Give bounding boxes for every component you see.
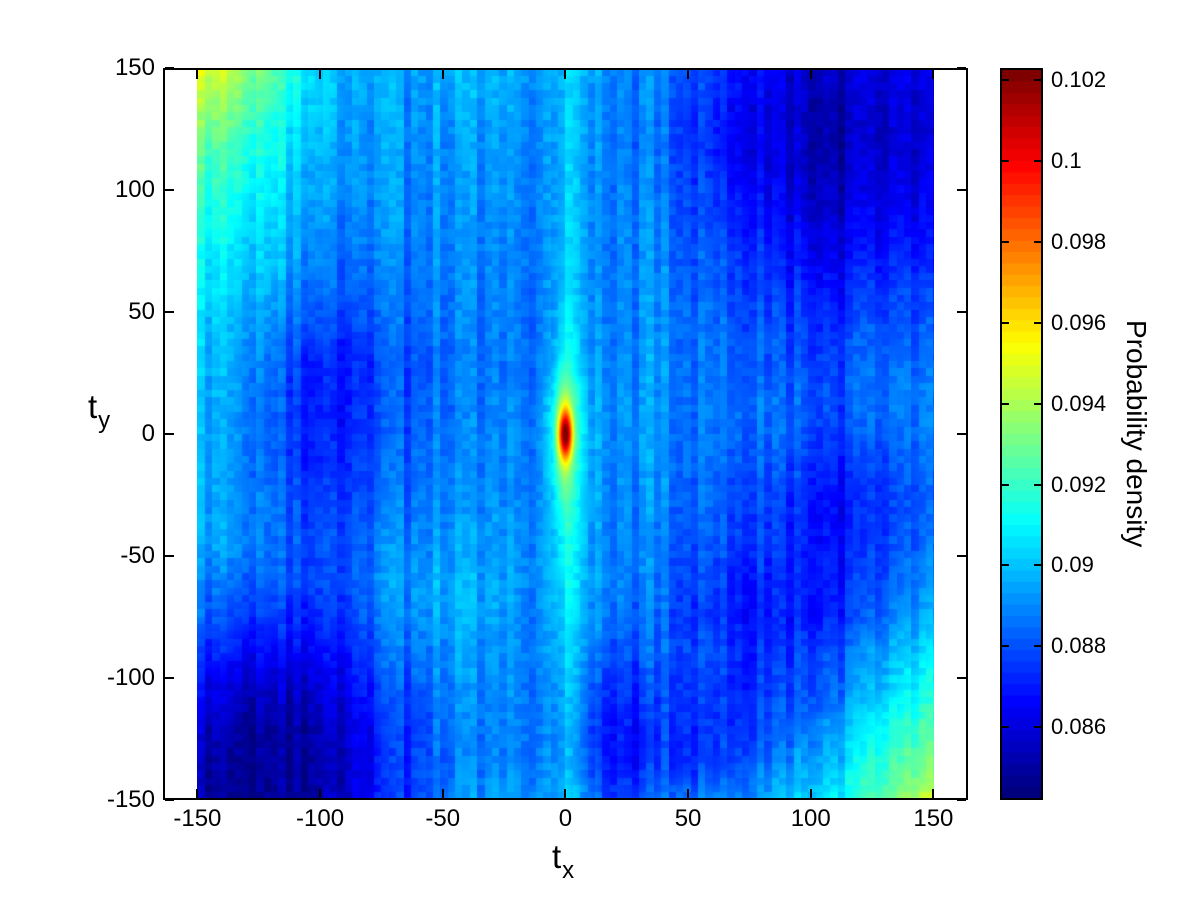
colorbar-tick <box>1002 160 1009 163</box>
colorbar-tick-right <box>1034 564 1041 567</box>
x-tick-label: 150 <box>913 805 954 832</box>
y-axis-tick-right <box>957 555 966 557</box>
colorbar-tick <box>1002 483 1009 486</box>
y-axis-tick <box>165 799 174 801</box>
x-axis-tick-top <box>441 70 444 79</box>
x-tick-label: 100 <box>790 805 831 832</box>
colorbar-tick-right <box>1034 160 1041 163</box>
x-axis-label-base: t <box>552 838 562 875</box>
colorbar-box <box>1000 68 1043 800</box>
x-axis-tick-top <box>687 70 690 79</box>
x-axis-tick-top <box>809 70 812 79</box>
colorbar-tick <box>1002 79 1009 82</box>
colorbar-tick <box>1002 645 1009 648</box>
colorbar-title: Probability density <box>1121 320 1152 548</box>
y-axis-tick <box>165 433 174 435</box>
colorbar-tick-label: 0.092 <box>1051 471 1107 497</box>
colorbar-tick-right <box>1034 402 1041 405</box>
x-axis-tick-top <box>319 70 322 79</box>
colorbar-tick-label: 0.096 <box>1051 309 1107 335</box>
colorbar-tick <box>1002 564 1009 567</box>
y-axis-label-subscript: y <box>98 407 111 434</box>
y-axis-label: ty <box>88 388 110 434</box>
x-axis-tick <box>196 789 199 798</box>
colorbar-tick-label: 0.09 <box>1051 552 1094 578</box>
colorbar-tick-right <box>1034 321 1041 324</box>
x-tick-label: -150 <box>173 805 222 832</box>
x-axis-tick <box>687 789 690 798</box>
x-axis-tick-top <box>564 70 567 79</box>
colorbar-tick <box>1002 402 1009 405</box>
colorbar-tick <box>1002 321 1009 324</box>
x-tick-label: -50 <box>425 805 461 832</box>
y-axis-tick <box>165 189 174 191</box>
x-axis-label-subscript: x <box>562 857 575 884</box>
colorbar-tick-right <box>1034 483 1041 486</box>
plot-box <box>163 68 968 800</box>
y-tick-label: 50 <box>128 298 155 325</box>
y-axis-tick-right <box>957 677 966 679</box>
y-axis-tick <box>165 555 174 557</box>
y-axis-label-base: t <box>88 388 98 425</box>
colorbar-tick <box>1002 726 1009 729</box>
colorbar-tick-label: 0.088 <box>1051 633 1107 659</box>
y-axis-tick <box>165 311 174 313</box>
y-axis-tick-right <box>957 311 966 313</box>
colorbar-tick-label: 0.102 <box>1051 67 1107 93</box>
x-axis-tick <box>564 789 567 798</box>
colorbar-tick-label: 0.098 <box>1051 228 1107 254</box>
x-tick-label: 0 <box>558 805 573 832</box>
x-axis-tick <box>441 789 444 798</box>
colorbar-tick-right <box>1034 726 1041 729</box>
colorbar-tick-right <box>1034 79 1041 82</box>
colorbar-tick <box>1002 240 1009 243</box>
y-tick-label: 100 <box>114 176 155 203</box>
y-tick-label: 0 <box>141 420 155 447</box>
x-tick-label: -100 <box>296 805 345 832</box>
heatmap-image <box>197 68 934 800</box>
y-axis-tick <box>165 67 174 69</box>
y-axis-tick-right <box>957 799 966 801</box>
y-tick-label: -100 <box>106 664 155 691</box>
y-tick-label: -50 <box>120 542 155 569</box>
x-tick-label: 50 <box>674 805 702 832</box>
colorbar-tick-right <box>1034 645 1041 648</box>
y-axis-tick-right <box>957 189 966 191</box>
colorbar-tick-label: 0.086 <box>1051 714 1107 740</box>
x-axis-tick <box>319 789 322 798</box>
y-axis-tick-right <box>957 433 966 435</box>
colorbar-gradient <box>1002 70 1041 798</box>
colorbar-tick-right <box>1034 240 1041 243</box>
x-axis-tick <box>932 789 935 798</box>
x-axis-tick <box>809 789 812 798</box>
y-tick-label: -150 <box>106 786 155 813</box>
y-axis-tick-right <box>957 67 966 69</box>
y-tick-label: 150 <box>114 54 155 81</box>
x-axis-tick-top <box>196 70 199 79</box>
x-axis-tick-top <box>932 70 935 79</box>
y-axis-tick <box>165 677 174 679</box>
colorbar-tick-label: 0.1 <box>1051 148 1082 174</box>
x-axis-label: tx <box>552 838 574 884</box>
colorbar-tick-label: 0.094 <box>1051 390 1107 416</box>
